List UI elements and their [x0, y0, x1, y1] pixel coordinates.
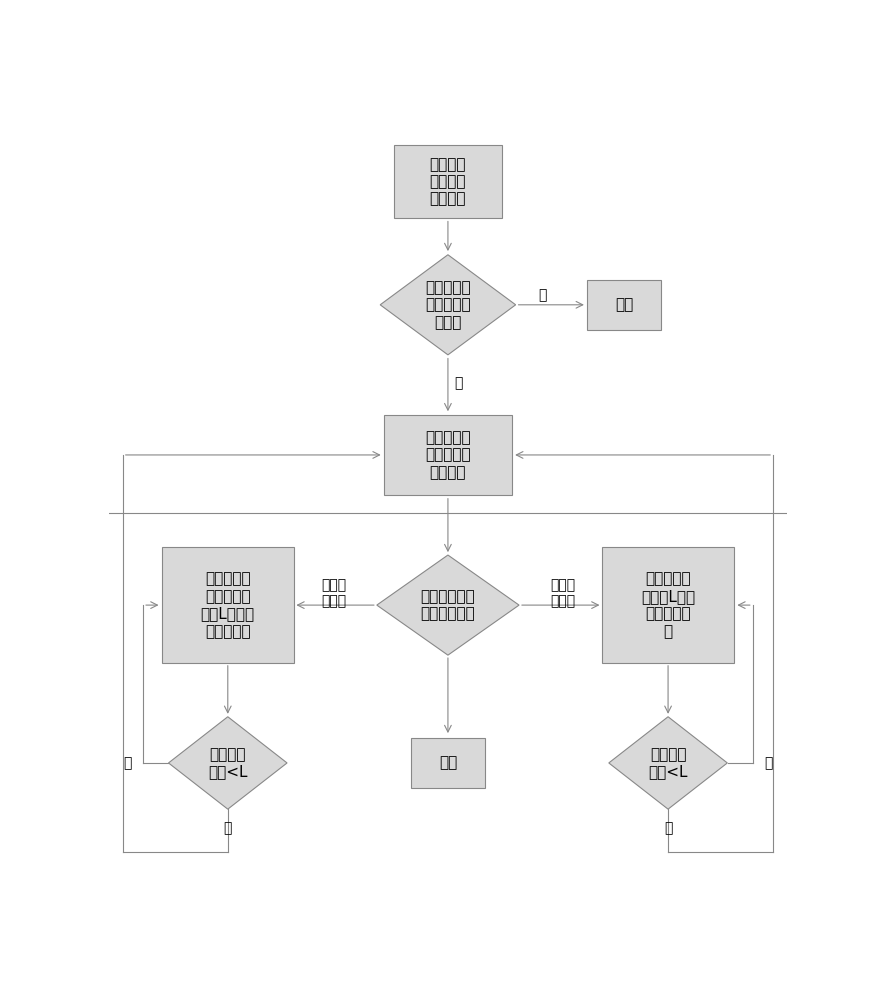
Text: 否: 否: [538, 288, 547, 302]
Text: 结束: 结束: [439, 755, 457, 770]
Text: 否: 否: [224, 821, 232, 835]
Text: 是: 是: [123, 756, 132, 770]
Text: 从端点或交
点起，沿管
道以L长度选
择候选位置: 从端点或交 点起，沿管 道以L长度选 择候选位置: [201, 572, 255, 639]
Text: 否: 否: [664, 821, 672, 835]
Text: 选择所有
交点作为
候选节点: 选择所有 交点作为 候选节点: [430, 157, 466, 207]
Bar: [602, 547, 734, 663]
Bar: [384, 415, 512, 495]
Polygon shape: [609, 717, 727, 809]
Text: 判断两端是否
有交点或端点: 判断两端是否 有交点或端点: [420, 589, 475, 621]
Text: 管道剩余
长度<L: 管道剩余 长度<L: [208, 747, 247, 779]
Text: 结束: 结束: [615, 297, 633, 312]
Text: 管道剩余
长度<L: 管道剩余 长度<L: [649, 747, 688, 779]
Polygon shape: [377, 555, 519, 655]
Bar: [411, 738, 485, 788]
Text: 是: 是: [454, 376, 463, 390]
Text: 是否还有未
离散化的管
道线段: 是否还有未 离散化的管 道线段: [425, 280, 471, 330]
Text: 无交点
或端点: 无交点 或端点: [551, 578, 576, 609]
Text: 选择下一条
未离散化的
管道线段: 选择下一条 未离散化的 管道线段: [425, 430, 471, 480]
Bar: [586, 280, 662, 330]
Text: 是: 是: [764, 756, 773, 770]
Bar: [162, 547, 294, 663]
Polygon shape: [380, 255, 516, 355]
Polygon shape: [169, 717, 287, 809]
Text: 有交点
或端点: 有交点 或端点: [322, 578, 347, 609]
Text: 从任意点沿
管道以L长度
选择候选位
置: 从任意点沿 管道以L长度 选择候选位 置: [641, 572, 695, 639]
Bar: [393, 145, 502, 218]
